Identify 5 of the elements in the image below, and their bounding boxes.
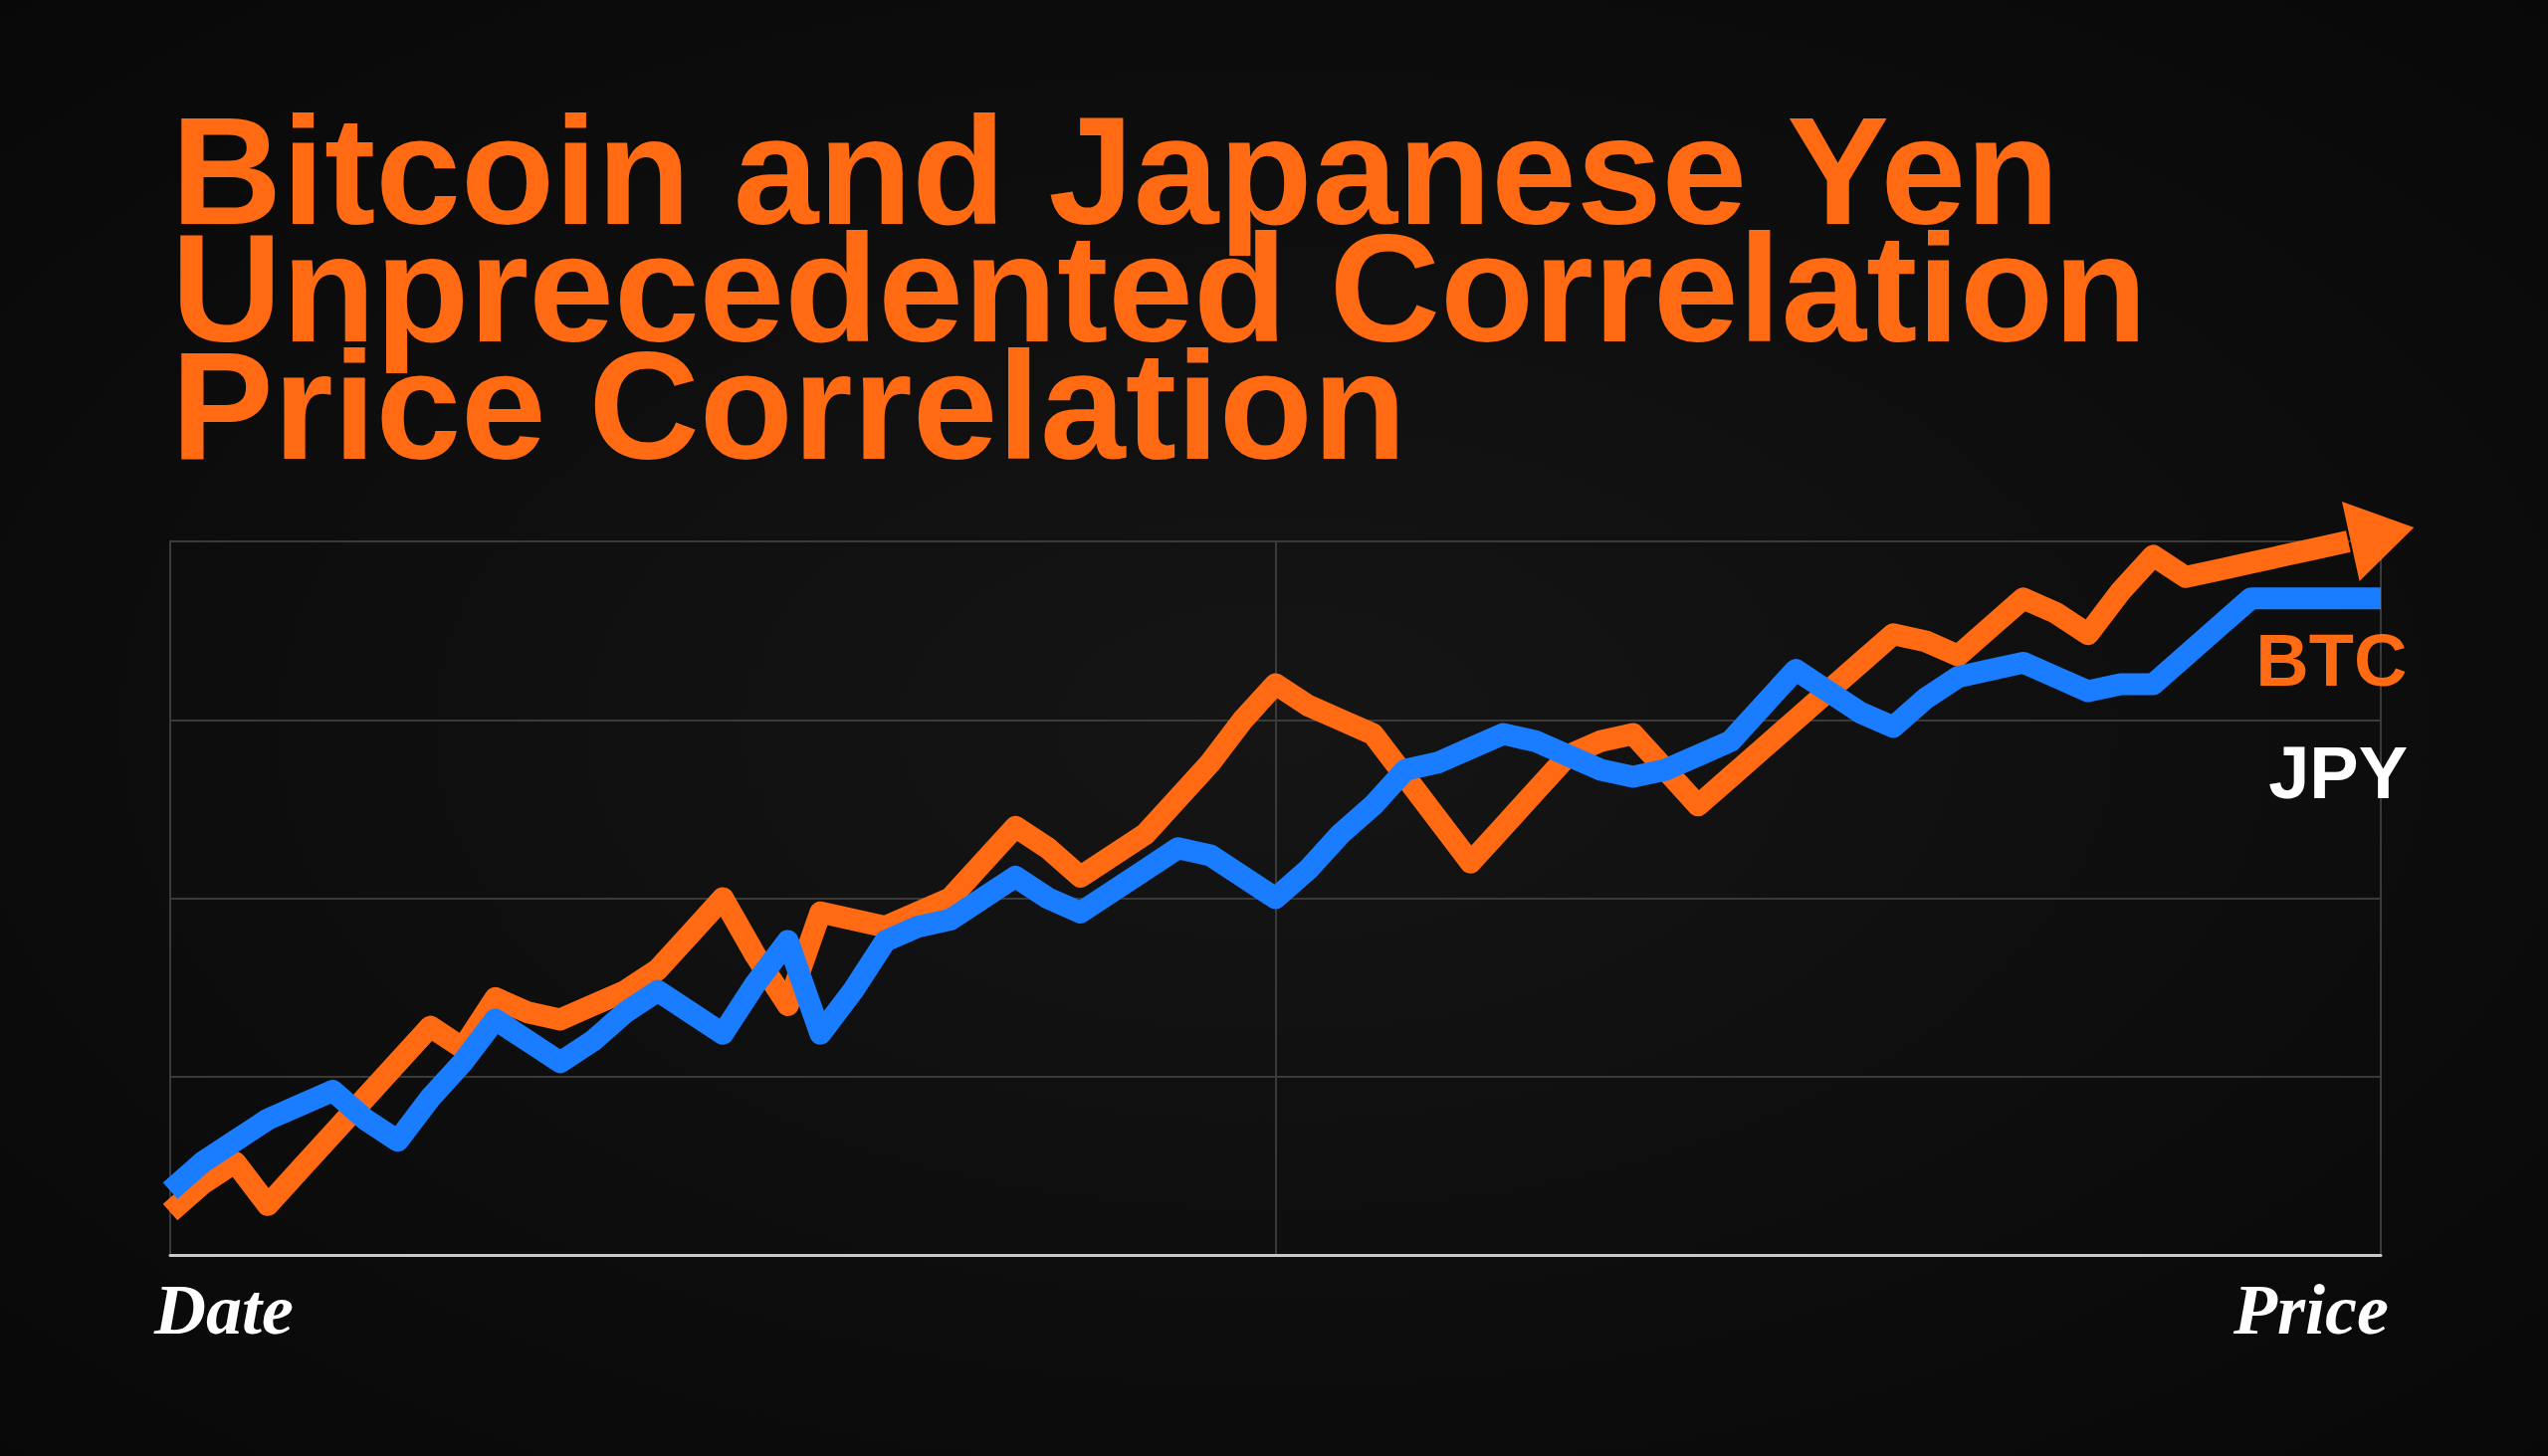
text: Price bbox=[2232, 1270, 2389, 1350]
legend-label: BTC bbox=[2255, 618, 2408, 702]
chart-title: Bitcoin and Japanese Yen Unprecedented Correlation Price Correlation bbox=[171, 86, 2191, 492]
x-axis-title: Date bbox=[153, 1270, 294, 1350]
series-label: JPY bbox=[2268, 730, 2408, 814]
